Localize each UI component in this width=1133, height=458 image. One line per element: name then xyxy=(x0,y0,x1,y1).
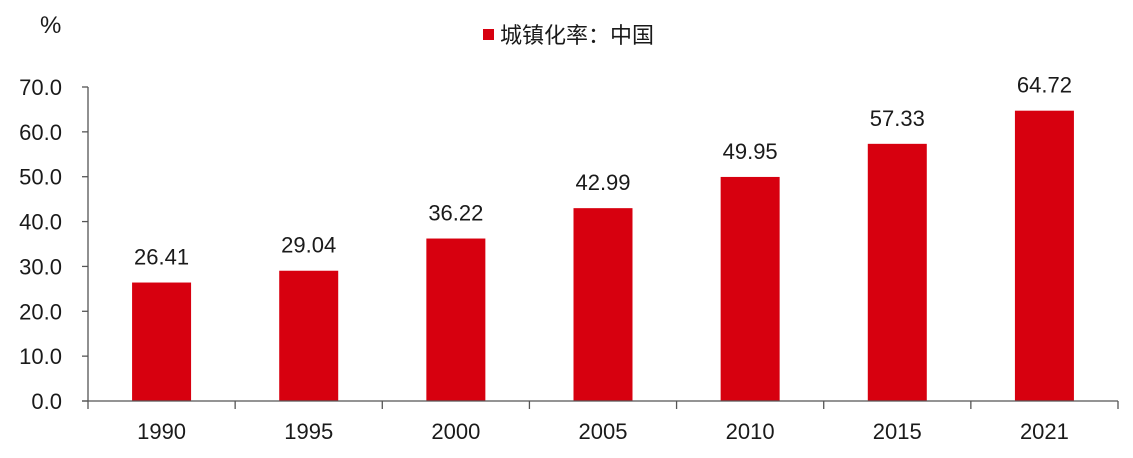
y-axis-unit-label: % xyxy=(40,12,62,39)
x-tick-label: 1995 xyxy=(284,419,333,444)
x-axis: 1990 1995 2000 2005 2010 2015 2021 xyxy=(82,400,1119,444)
bar-1990 xyxy=(132,282,192,401)
y-tick-label: 0.0 xyxy=(31,389,62,414)
x-tick-label: 1990 xyxy=(137,419,186,444)
x-tick-label: 2000 xyxy=(431,419,480,444)
y-tick-label: 40.0 xyxy=(19,210,62,235)
bar-2010 xyxy=(720,176,780,401)
bar-2015 xyxy=(867,143,927,402)
data-label: 36.22 xyxy=(428,201,483,226)
bar-1995 xyxy=(279,270,339,401)
y-tick-label: 50.0 xyxy=(19,165,62,190)
y-tick-label: 30.0 xyxy=(19,254,62,279)
y-tick-label: 70.0 xyxy=(19,75,62,100)
y-axis: 0.0 10.0 20.0 30.0 40.0 50.0 60.0 70.0 xyxy=(19,75,89,414)
data-label: 29.04 xyxy=(281,233,336,258)
data-label: 57.33 xyxy=(870,106,925,131)
x-tick-label: 2021 xyxy=(1020,419,1069,444)
x-tick-label: 2010 xyxy=(726,419,775,444)
bar-series: 26.41 29.04 36.22 42.99 49.95 57.33 64.72 xyxy=(132,73,1074,402)
data-label: 64.72 xyxy=(1017,73,1072,98)
data-label: 26.41 xyxy=(134,245,189,270)
chart-legend: 城镇化率：中国 xyxy=(483,18,654,50)
x-tick-label: 2015 xyxy=(873,419,922,444)
data-label: 49.95 xyxy=(723,139,778,164)
bar-2021 xyxy=(1014,110,1074,401)
y-tick-label: 10.0 xyxy=(19,344,62,369)
y-tick-label: 60.0 xyxy=(19,120,62,145)
bar-2005 xyxy=(573,208,633,401)
legend-label: 城镇化率：中国 xyxy=(500,23,655,48)
legend-swatch-icon xyxy=(483,28,494,40)
y-tick-label: 20.0 xyxy=(19,299,62,324)
x-tick-label: 2005 xyxy=(579,419,628,444)
bar-2000 xyxy=(426,238,486,401)
data-label: 42.99 xyxy=(575,170,630,195)
